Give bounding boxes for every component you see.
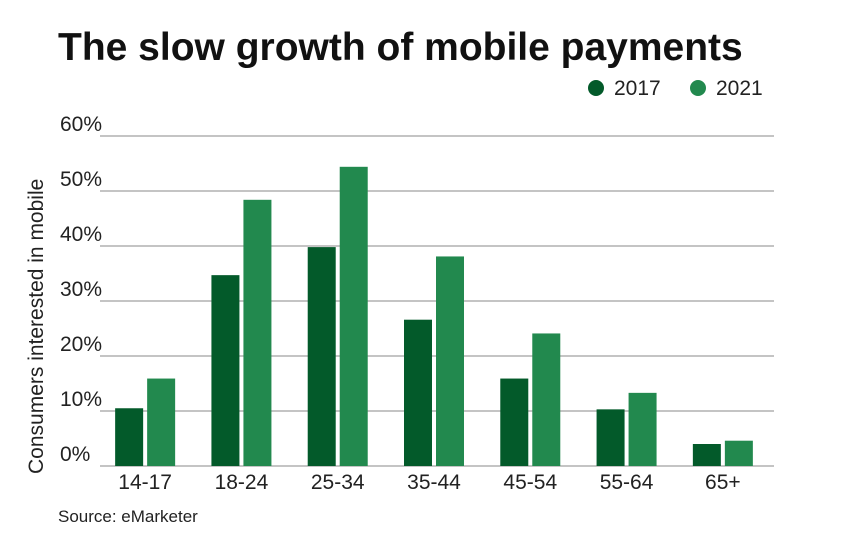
- x-axis-ticks: 14-17 18-24 25-34 35-44 45-54 55-64 65+: [118, 471, 740, 494]
- bar-2017-35-44: [404, 319, 432, 466]
- y-tick-label: 10%: [60, 388, 102, 411]
- x-tick-label: 45-54: [503, 471, 557, 494]
- x-tick-label: 35-44: [407, 471, 461, 494]
- bar-2017-55-64: [596, 409, 625, 466]
- bar-2021-18-24: [243, 199, 272, 467]
- legend-marker-2021: [690, 80, 706, 96]
- bar-2021-14-17: [147, 378, 176, 466]
- y-tick-label: 0%: [60, 443, 90, 466]
- bar-2017-18-24: [211, 275, 240, 466]
- legend: 2017 2021: [588, 77, 763, 100]
- x-tick-label: 55-64: [600, 471, 654, 494]
- bar-2021-55-64: [628, 392, 657, 466]
- legend-label-2017: 2017: [614, 77, 661, 100]
- legend-marker-2017: [588, 80, 604, 96]
- bar-2021-35-44: [436, 256, 464, 466]
- bar-2017-65+: [692, 444, 721, 466]
- legend-label-2021: 2021: [716, 77, 763, 100]
- x-tick-label: 65+: [705, 471, 741, 494]
- y-axis-ticks: 0% 10% 20% 30% 40% 50% 60%: [60, 113, 102, 466]
- x-tick-label: 18-24: [215, 471, 269, 494]
- bars: [115, 166, 753, 467]
- x-tick-label: 25-34: [311, 471, 365, 494]
- chart-title: The slow growth of mobile payments: [58, 26, 743, 69]
- y-tick-label: 50%: [60, 168, 102, 191]
- bar-2021-65+: [724, 440, 753, 466]
- y-tick-label: 20%: [60, 333, 102, 356]
- x-tick-label: 14-17: [118, 471, 172, 494]
- y-tick-label: 30%: [60, 278, 102, 301]
- bar-2017-45-54: [500, 378, 529, 466]
- source-note: Source: eMarketer: [58, 507, 198, 526]
- bar-2017-25-34: [307, 247, 336, 466]
- y-tick-label: 60%: [60, 113, 102, 136]
- y-axis-label: Consumers interested in mobile: [25, 179, 48, 474]
- bar-2017-14-17: [115, 408, 144, 466]
- bar-2021-25-34: [339, 166, 368, 467]
- y-tick-label: 40%: [60, 223, 102, 246]
- bar-2021-45-54: [532, 333, 561, 466]
